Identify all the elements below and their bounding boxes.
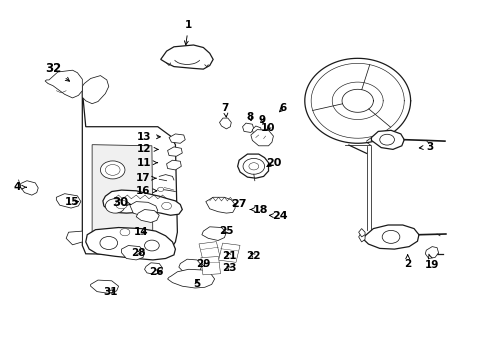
Polygon shape bbox=[66, 231, 82, 245]
Text: 13: 13 bbox=[137, 132, 160, 142]
Polygon shape bbox=[122, 246, 145, 260]
Text: 23: 23 bbox=[222, 263, 237, 273]
Text: 17: 17 bbox=[136, 173, 156, 183]
Polygon shape bbox=[202, 227, 226, 240]
Polygon shape bbox=[425, 247, 439, 258]
Polygon shape bbox=[243, 123, 254, 132]
Circle shape bbox=[158, 187, 164, 192]
Text: 7: 7 bbox=[221, 103, 229, 117]
Polygon shape bbox=[179, 259, 202, 273]
Text: 1: 1 bbox=[184, 20, 192, 45]
Text: 20: 20 bbox=[266, 158, 281, 168]
Text: 9: 9 bbox=[259, 114, 266, 125]
Polygon shape bbox=[103, 190, 182, 215]
Text: 6: 6 bbox=[279, 103, 287, 113]
Circle shape bbox=[382, 230, 400, 243]
Polygon shape bbox=[82, 76, 109, 104]
Circle shape bbox=[243, 158, 265, 174]
Polygon shape bbox=[201, 257, 220, 275]
Text: 24: 24 bbox=[270, 211, 288, 221]
Text: 8: 8 bbox=[246, 112, 253, 122]
Polygon shape bbox=[364, 225, 419, 249]
Polygon shape bbox=[145, 263, 163, 274]
Circle shape bbox=[162, 202, 172, 210]
Text: 19: 19 bbox=[425, 254, 440, 270]
Text: 22: 22 bbox=[246, 251, 261, 261]
Polygon shape bbox=[251, 130, 273, 146]
Circle shape bbox=[116, 200, 127, 209]
Circle shape bbox=[120, 229, 130, 236]
Polygon shape bbox=[136, 210, 159, 222]
Text: 29: 29 bbox=[196, 258, 211, 269]
Polygon shape bbox=[56, 194, 81, 208]
Polygon shape bbox=[252, 126, 262, 136]
Text: 14: 14 bbox=[134, 227, 148, 237]
Circle shape bbox=[105, 199, 125, 213]
Polygon shape bbox=[206, 197, 235, 213]
Polygon shape bbox=[45, 70, 82, 98]
Circle shape bbox=[380, 134, 394, 145]
Text: 4: 4 bbox=[13, 182, 26, 192]
Text: 2: 2 bbox=[404, 255, 411, 269]
Polygon shape bbox=[91, 280, 119, 293]
Circle shape bbox=[249, 163, 259, 170]
Text: 16: 16 bbox=[136, 186, 157, 196]
Polygon shape bbox=[161, 45, 213, 69]
Circle shape bbox=[105, 165, 120, 175]
Text: 26: 26 bbox=[149, 267, 164, 277]
Text: 3: 3 bbox=[419, 142, 434, 152]
Polygon shape bbox=[371, 130, 404, 149]
Text: 5: 5 bbox=[194, 279, 200, 289]
Polygon shape bbox=[220, 118, 231, 129]
Polygon shape bbox=[168, 147, 182, 156]
Polygon shape bbox=[167, 160, 181, 170]
Polygon shape bbox=[130, 202, 158, 217]
Polygon shape bbox=[21, 181, 38, 195]
Polygon shape bbox=[359, 229, 365, 237]
Polygon shape bbox=[169, 134, 185, 143]
Text: 21: 21 bbox=[222, 251, 237, 261]
Text: 25: 25 bbox=[219, 226, 234, 236]
Text: 15: 15 bbox=[65, 197, 80, 207]
Polygon shape bbox=[199, 242, 221, 261]
Text: 10: 10 bbox=[261, 123, 276, 133]
Polygon shape bbox=[219, 243, 240, 262]
Polygon shape bbox=[168, 269, 215, 288]
Text: 18: 18 bbox=[250, 204, 269, 215]
Circle shape bbox=[100, 161, 125, 179]
Polygon shape bbox=[359, 232, 365, 242]
Text: 30: 30 bbox=[112, 196, 131, 209]
Circle shape bbox=[145, 240, 159, 251]
Text: 11: 11 bbox=[137, 158, 157, 168]
Circle shape bbox=[100, 237, 118, 249]
Text: 12: 12 bbox=[137, 144, 158, 154]
Text: 27: 27 bbox=[231, 199, 247, 210]
Text: 31: 31 bbox=[103, 287, 118, 297]
Polygon shape bbox=[238, 154, 269, 178]
Polygon shape bbox=[82, 86, 177, 255]
Text: 28: 28 bbox=[131, 248, 146, 258]
Text: 32: 32 bbox=[45, 62, 70, 81]
Polygon shape bbox=[86, 228, 175, 260]
Polygon shape bbox=[92, 145, 153, 249]
